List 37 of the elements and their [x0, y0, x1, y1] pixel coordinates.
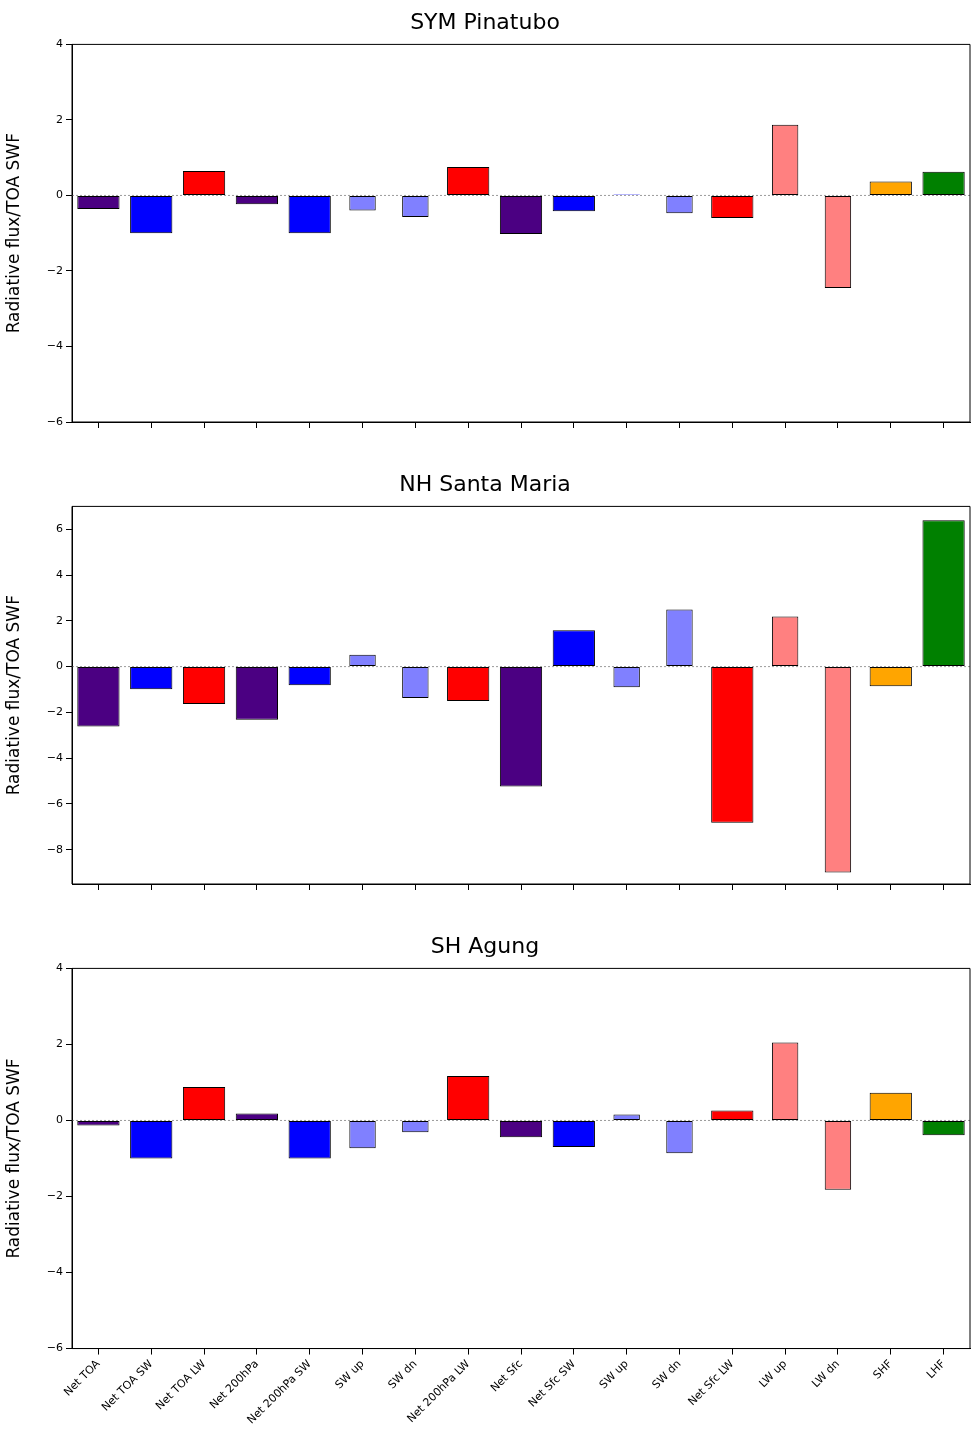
y-axis-title: Radiative flux/TOA SWF — [2, 595, 23, 796]
y-tick-label: 0 — [56, 659, 63, 673]
x-tick-label: SW up — [596, 1357, 631, 1392]
x-tick-label: SW dn — [385, 1357, 420, 1392]
y-tick-label: 4 — [56, 37, 63, 51]
x-tick-label: SW dn — [649, 1357, 684, 1392]
x-tick-label: Net TOA LW — [153, 1357, 209, 1413]
y-tick-label: 6 — [56, 522, 63, 536]
chart-title: SYM Pinatubo — [410, 8, 560, 34]
chart-title: NH Santa Maria — [399, 470, 571, 496]
x-tick-label: LW up — [756, 1357, 790, 1391]
y-tick-label: 2 — [56, 613, 63, 627]
y-tick-label: −6 — [46, 1341, 63, 1355]
chart-title: SH Agung — [430, 932, 540, 958]
x-tick-label: Net TOA — [61, 1356, 103, 1399]
x-tick-label: SW up — [332, 1357, 367, 1392]
y-tick-label: −6 — [46, 796, 63, 810]
y-tick-label: −4 — [46, 339, 63, 353]
y-tick-label: −4 — [46, 1265, 63, 1279]
y-axis-title: Radiative flux/TOA SWF — [2, 133, 23, 334]
y-axis-title: Radiative flux/TOA SWF — [2, 1058, 23, 1259]
x-tick-label: Net Sfc — [487, 1357, 526, 1395]
y-tick-label: 0 — [56, 188, 63, 202]
y-tick-label: −2 — [46, 1189, 63, 1203]
y-tick-label: −4 — [46, 750, 63, 764]
x-tick-label: LW dn — [809, 1357, 843, 1391]
y-tick-label: 4 — [56, 567, 63, 581]
y-tick-label: 4 — [56, 961, 63, 975]
y-tick-label: 0 — [56, 1113, 63, 1127]
x-tick-label: Net Sfc LW — [685, 1357, 737, 1409]
y-tick-label: −6 — [46, 414, 63, 428]
y-tick-label: 2 — [56, 112, 63, 126]
y-tick-label: −2 — [46, 263, 63, 277]
y-tick-label: −2 — [46, 705, 63, 719]
x-tick-label: Net Sfc SW — [525, 1357, 579, 1410]
y-tick-label: −8 — [46, 842, 63, 856]
y-tick-label: 2 — [56, 1037, 63, 1051]
